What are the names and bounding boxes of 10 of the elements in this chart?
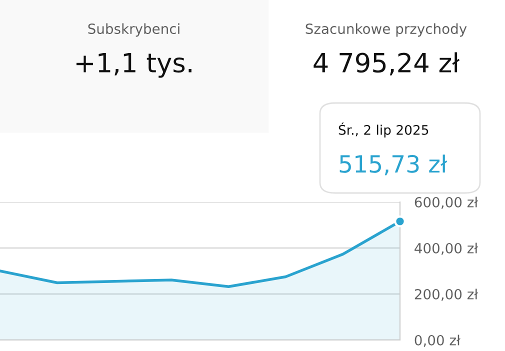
text: Śr., 2 lip 2025 (338, 122, 428, 138)
text: Subskrybenci (88, 23, 180, 37)
text: 4 795,24 zł (314, 52, 460, 76)
text: +1,1 tys. (76, 53, 192, 78)
y-tick-label: 200,00 zł (414, 288, 478, 301)
y-tick-label: 0,00 zł (414, 334, 460, 347)
text: 515,73 zł (340, 154, 448, 176)
text: Szacunkowe przychody (306, 23, 467, 37)
y-tick-label: 600,00 zł (414, 196, 478, 209)
y-tick-label: 400,00 zł (414, 242, 478, 255)
